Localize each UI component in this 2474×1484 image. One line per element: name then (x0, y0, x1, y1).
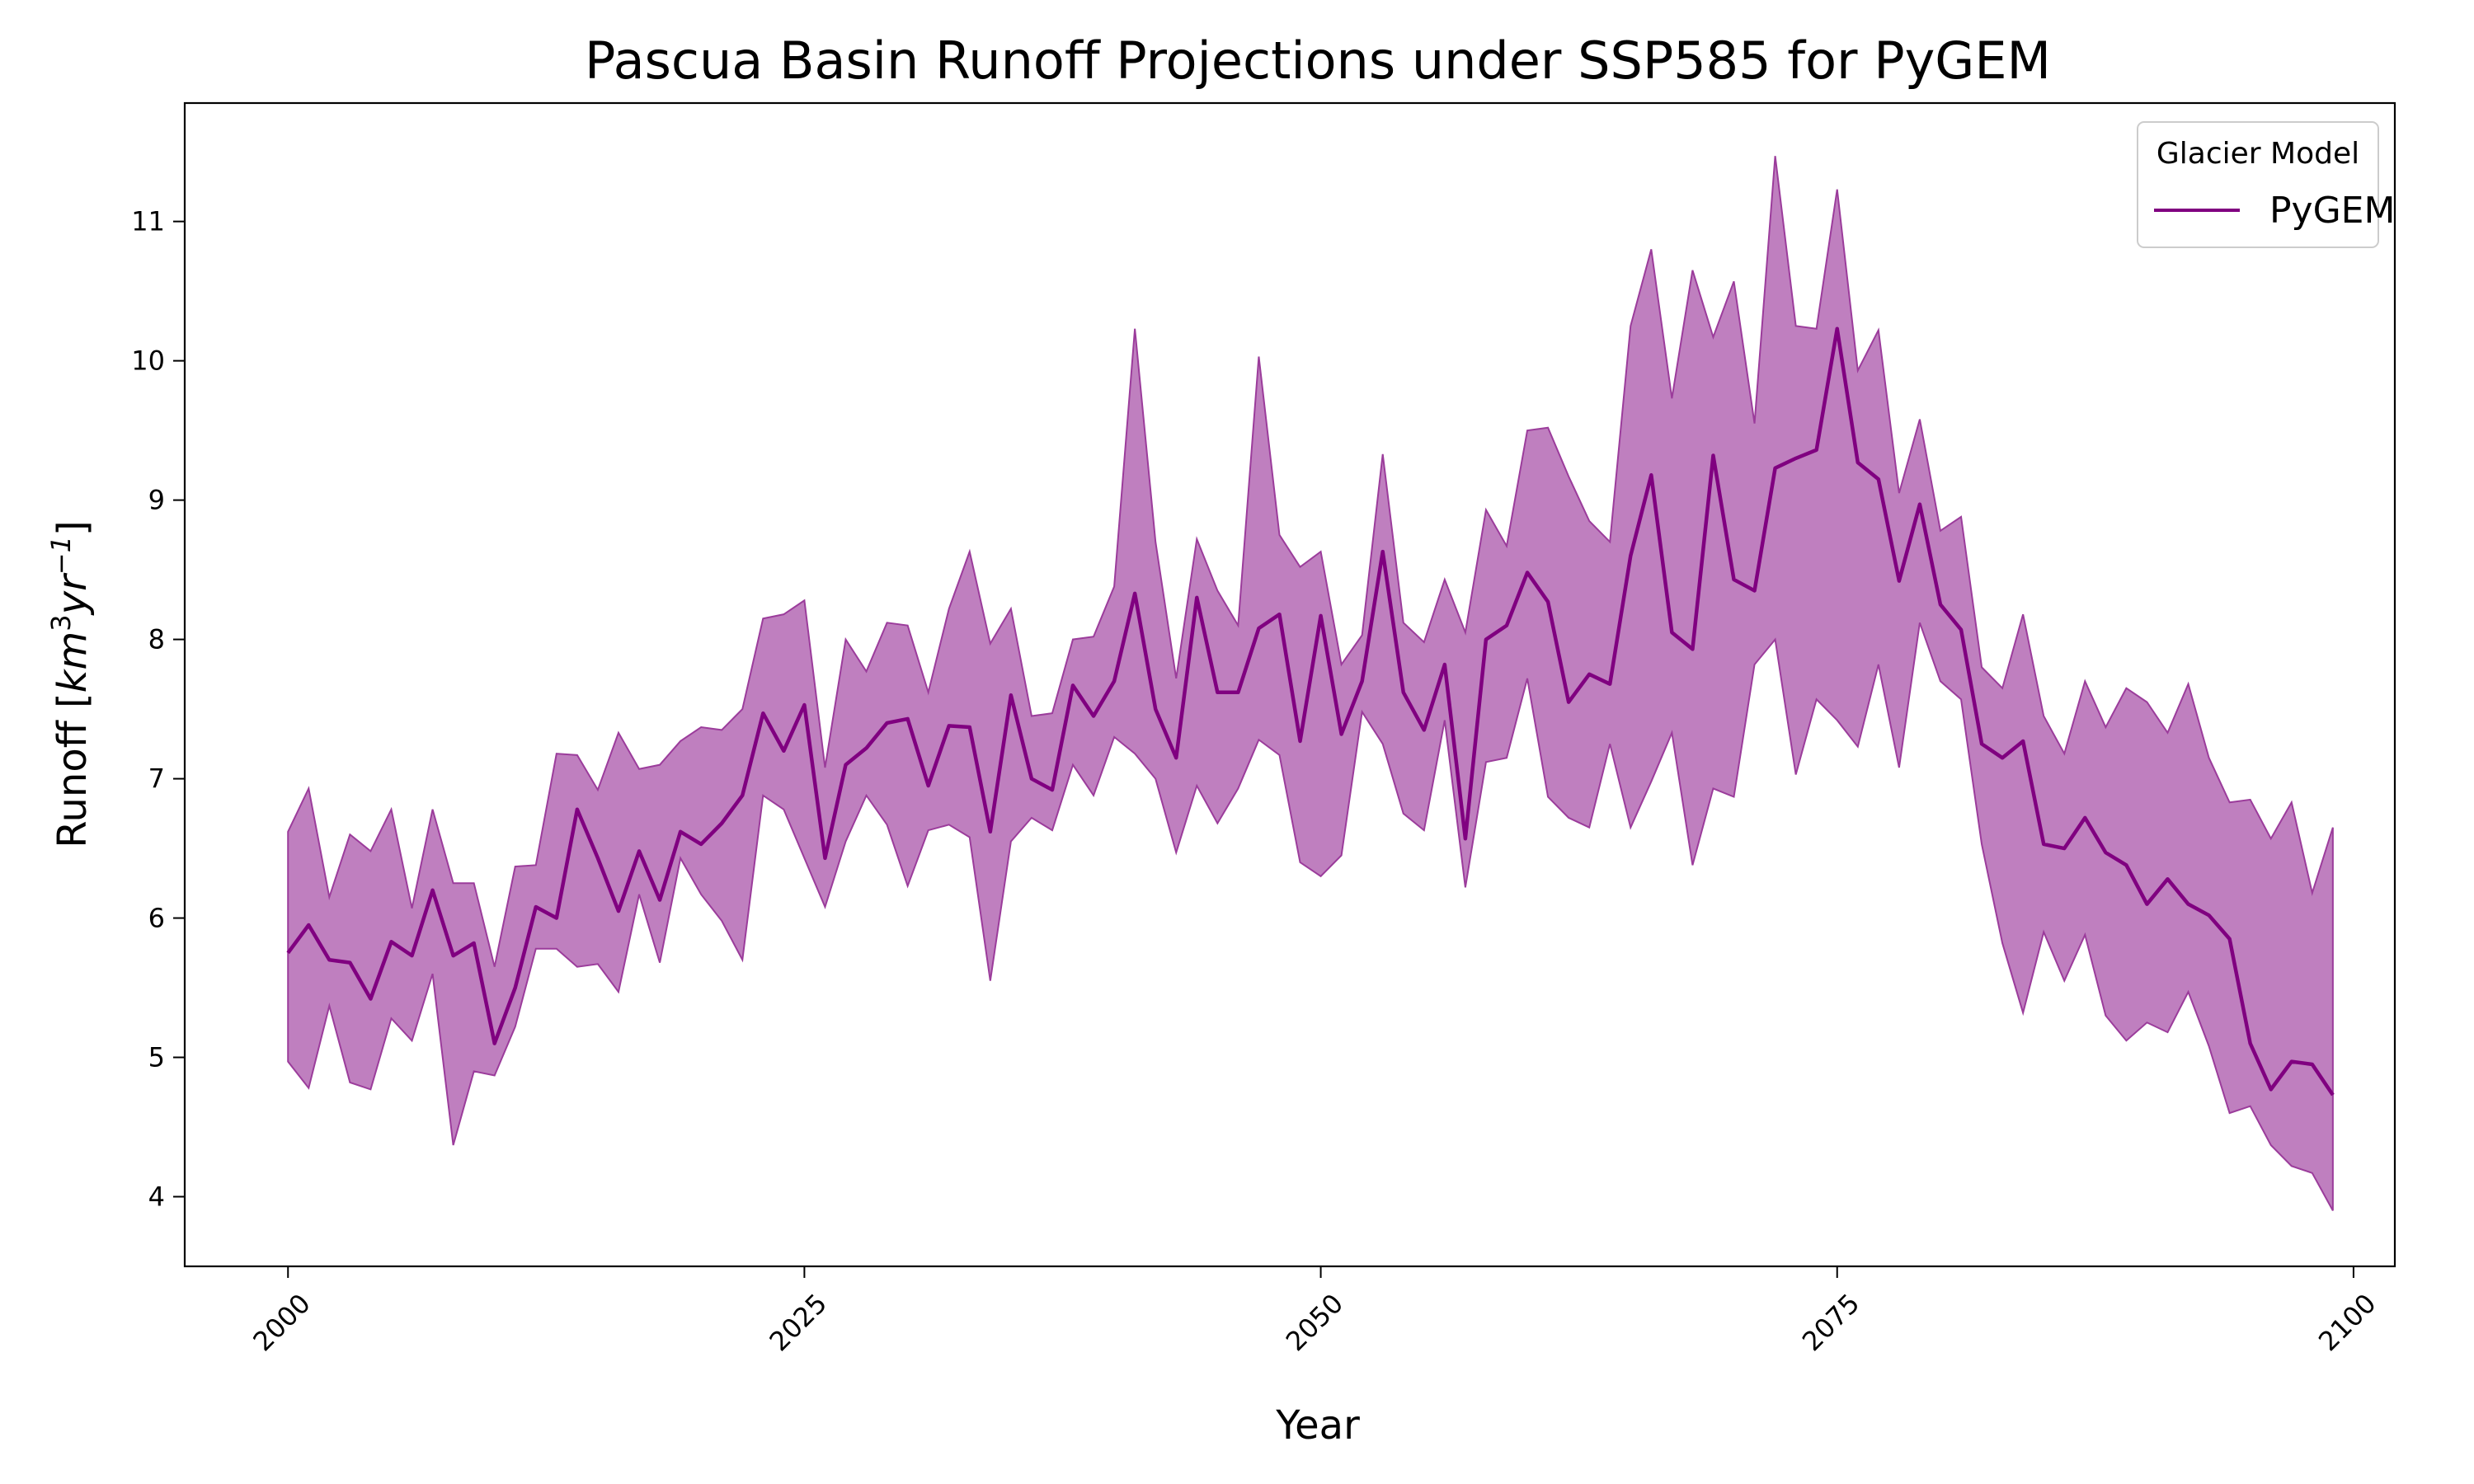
chart-title: Pascua Basin Runoff Projections under SS… (585, 31, 2051, 91)
y-tick-label: 9 (148, 485, 165, 516)
y-tick-label: 4 (148, 1181, 165, 1213)
y-tick-label: 7 (148, 763, 165, 795)
plot-area (286, 156, 2335, 1211)
y-tick-label: 11 (131, 206, 165, 237)
x-axis-label: Year (1275, 1402, 1360, 1449)
legend-box (2137, 121, 2379, 248)
y-tick-label: 5 (148, 1042, 165, 1073)
y-axis-label: Runoff [km3yr−1] (45, 520, 96, 848)
y-tick-label: 8 (148, 624, 165, 655)
y-tick-label: 6 (148, 903, 165, 934)
y-tick-label: 10 (131, 345, 165, 377)
axes-frame (183, 101, 2396, 1268)
legend-title: Glacier Model (2157, 137, 2359, 171)
series-line-0 (286, 326, 2335, 1097)
legend-label-pygem: PyGEM (2269, 190, 2395, 232)
legend: Glacier Model PyGEM (2137, 121, 2395, 248)
